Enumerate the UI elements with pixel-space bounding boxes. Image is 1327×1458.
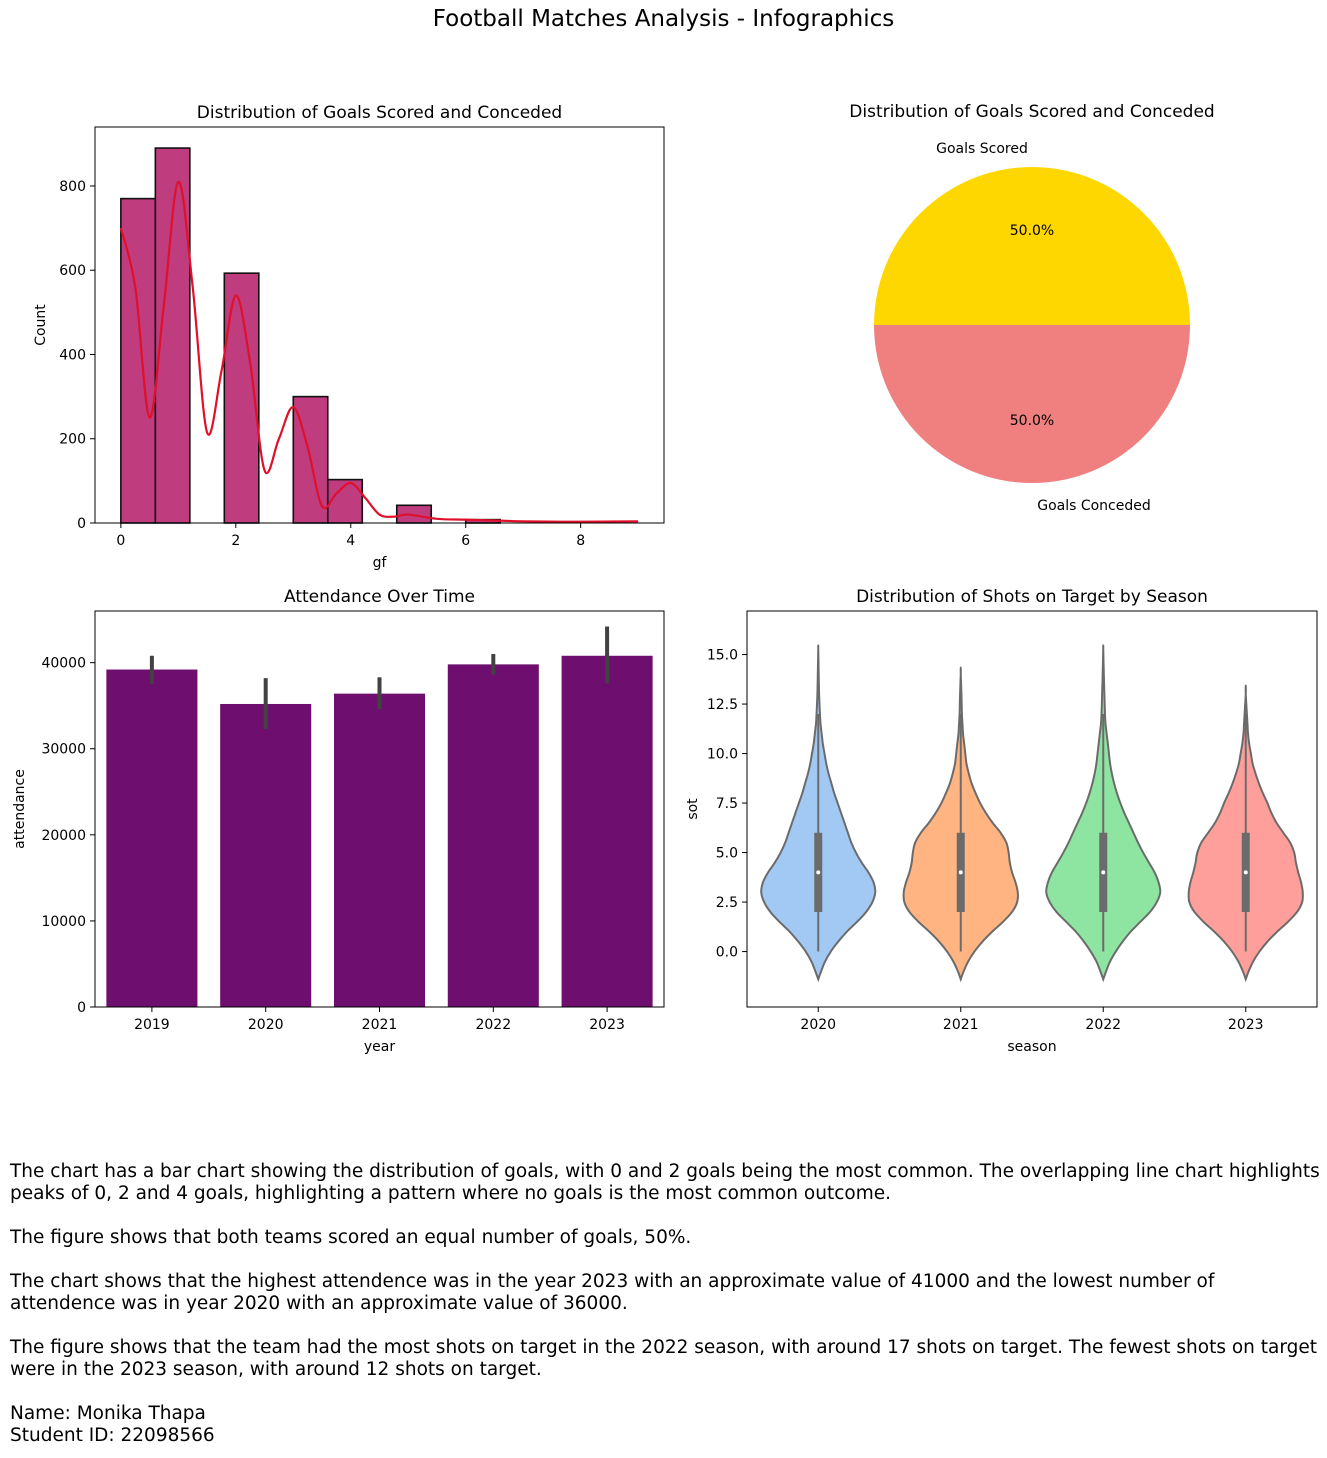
histogram-x-tick-label: 2 <box>231 533 240 549</box>
attendance-bar <box>106 669 198 1007</box>
attendance-y-tick-label: 0 <box>77 1000 86 1016</box>
attendance-bar <box>447 664 539 1007</box>
histogram-y-tick-label: 200 <box>59 432 86 448</box>
histogram-chart: Distribution of Goals Scored and Concede… <box>33 103 665 571</box>
histogram-x-tick-label: 0 <box>116 533 125 549</box>
attendance-chart: Attendance Over Time year attendance 0 10000… <box>12 587 665 1055</box>
violin-y-tick-label: 15.0 <box>707 648 738 664</box>
attendance-bar <box>561 655 653 1007</box>
violin-median <box>1243 870 1248 875</box>
pie-slice-goals-conceded <box>874 325 1190 483</box>
violin-y-tick-label: 12.5 <box>707 697 738 713</box>
attendance-x-tick-label: 2019 <box>134 1017 170 1033</box>
pie-percent-label: 50.0% <box>1010 413 1054 429</box>
histogram-y-tick-label: 800 <box>59 179 86 195</box>
histogram-title: Distribution of Goals Scored and Concede… <box>197 103 562 123</box>
attendance-x-axis-label: year <box>364 1039 395 1055</box>
attendance-y-tick-label: 40000 <box>41 656 86 672</box>
violin-y-tick-label: 0.0 <box>716 945 738 961</box>
kde-line <box>119 180 639 523</box>
violin-median <box>1101 870 1106 875</box>
violin-median <box>958 870 963 875</box>
paragraph-attendance: The chart shows that the highest attende… <box>10 1271 1215 1314</box>
violin-x-tick-label: 2020 <box>800 1017 836 1033</box>
histogram-x-tick-label: 4 <box>346 533 355 549</box>
student-id: Student ID: 22098566 <box>10 1425 215 1446</box>
histogram-bar <box>120 197 157 524</box>
violin-y-tick-label: 7.5 <box>716 796 738 812</box>
histogram-y-tick-label: 400 <box>59 347 86 363</box>
violin-chart: Distribution of Shots on Target by Seaso… <box>685 587 1318 1055</box>
pie-slice-goals-scored <box>874 167 1190 325</box>
attendance-y-tick-label: 10000 <box>41 914 86 930</box>
paragraph-histogram: The chart has a bar chart showing the di… <box>10 1161 1320 1204</box>
histogram-x-tick-label: 8 <box>576 533 585 549</box>
histogram-y-tick-label: 600 <box>59 263 86 279</box>
paragraph-violin: The figure shows that the team had the m… <box>10 1337 1318 1380</box>
attendance-title: Attendance Over Time <box>284 587 475 607</box>
attendance-x-tick-label: 2023 <box>589 1017 625 1033</box>
violin-y-tick-label: 2.5 <box>716 895 738 911</box>
attendance-y-tick-label: 20000 <box>41 828 86 844</box>
description-text: The chart has a bar chart showing the di… <box>10 1161 1322 1447</box>
pie-chart: Distribution of Goals Scored and Concede… <box>849 102 1214 514</box>
violin-x-axis-label: season <box>1007 1039 1056 1055</box>
violin-axes-frame <box>746 610 1318 1008</box>
attendance-x-tick-label: 2020 <box>248 1017 284 1033</box>
histogram-y-axis-label: Count <box>33 304 49 346</box>
histogram-y-tick-label: 0 <box>77 516 86 532</box>
pie-slice-label: Goals Scored <box>936 141 1028 157</box>
histogram-axes-frame <box>94 126 665 524</box>
violin-x-tick-label: 2023 <box>1228 1017 1264 1033</box>
violin-y-tick-label: 10.0 <box>707 747 738 763</box>
pie-title: Distribution of Goals Scored and Concede… <box>849 102 1214 122</box>
attendance-x-tick-label: 2022 <box>475 1017 511 1033</box>
paragraph-pie: The figure shows that both teams scored … <box>10 1227 692 1248</box>
pie-slice-label: Goals Conceded <box>1037 498 1151 514</box>
page-title: Football Matches Analysis - Infographics <box>432 6 895 32</box>
violin-title: Distribution of Shots on Target by Seaso… <box>856 587 1208 607</box>
attendance-bar <box>333 693 426 1007</box>
attendance-bar <box>220 703 312 1007</box>
attendance-x-tick-label: 2021 <box>362 1017 398 1033</box>
violin-x-tick-label: 2021 <box>943 1017 979 1033</box>
histogram-x-axis-label: gf <box>373 555 388 571</box>
attendance-y-tick-label: 30000 <box>41 742 86 758</box>
violin-y-axis-label: sot <box>685 798 701 820</box>
violin-x-tick-label: 2022 <box>1085 1017 1121 1033</box>
violin-median <box>816 870 821 875</box>
histogram-x-tick-label: 6 <box>461 533 470 549</box>
student-name: Name: Monika Thapa <box>10 1403 206 1424</box>
violin-y-tick-label: 5.0 <box>716 846 738 862</box>
pie-percent-label: 50.0% <box>1010 223 1054 239</box>
infographic-charts: Distribution of Goals Scored and Concede… <box>12 102 1318 1055</box>
attendance-y-axis-label: attendance <box>12 769 28 849</box>
